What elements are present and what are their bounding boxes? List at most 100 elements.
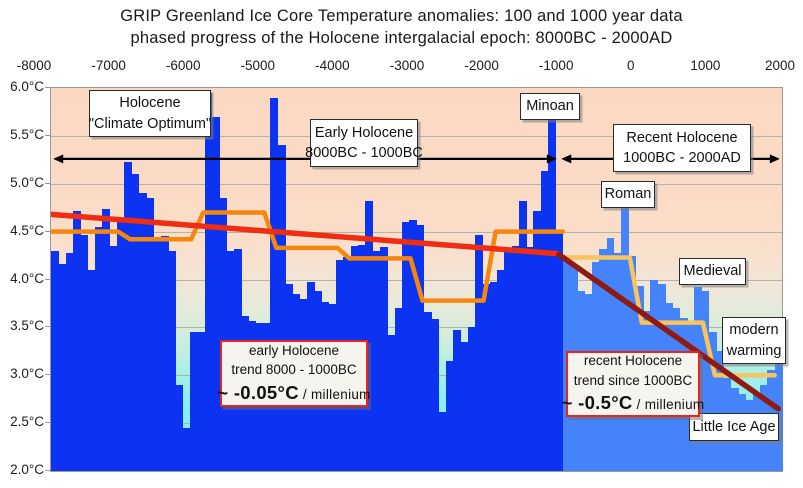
bar-100yr	[708, 332, 717, 471]
bar-100yr	[379, 246, 388, 471]
bar-100yr	[526, 246, 535, 471]
plot-area: Holocene "Climate Optimum" Early Holocene 8…	[50, 87, 786, 472]
span-recent-arrowhead-left	[561, 154, 572, 164]
bar-100yr	[277, 145, 286, 471]
label-early-holocene-text: 8000BC - 1000BC	[305, 145, 423, 161]
y-axis-label: 4.5°C	[10, 222, 44, 238]
label-modern-warming-text: warming	[726, 342, 782, 359]
bar-100yr	[518, 201, 527, 471]
x-axis-label: -1000	[538, 58, 574, 73]
chart-title-line1: GRIP Greenland Ice Core Temperature anom…	[120, 7, 683, 25]
y-axis-label: 4.0°C	[10, 270, 44, 286]
label-recent-holocene: Recent Holocene 1000BC - 2000AD	[613, 124, 751, 172]
bar-100yr	[482, 284, 491, 471]
y-axis-label: 3.5°C	[10, 318, 44, 334]
label-medieval: Medieval	[679, 258, 746, 285]
label-modern-warming-text: modern	[729, 322, 779, 339]
bar-100yr	[701, 291, 710, 471]
bar-100yr	[153, 238, 162, 471]
label-medieval-text: Medieval	[683, 263, 742, 280]
trend-recent-line	[556, 251, 782, 412]
span-recent-arrowhead-right	[769, 154, 780, 164]
bar-100yr	[211, 116, 220, 471]
label-early-holocene-text: Early Holocene	[314, 124, 414, 141]
x-axis-label: -5000	[240, 58, 276, 73]
label-early-trend-box-text: trend 8000 - 1000BC	[231, 362, 357, 378]
bar-100yr	[533, 210, 542, 471]
label-climate-optimum-text: "Climate Optimum"	[88, 115, 212, 132]
label-recent-trend-box-value: ~ -0.5°C / millenium	[561, 392, 705, 414]
label-recent-trend-box-text: recent Holocene	[583, 353, 683, 369]
y-axis-label: 5.0°C	[10, 174, 44, 190]
x-axis-label: 2000	[764, 58, 796, 73]
bar-100yr	[453, 330, 461, 471]
chart-title-line2: phased progress of the Holocene intergal…	[130, 28, 673, 47]
label-recent-holocene-text: 1000BC - 2000AD	[623, 150, 741, 166]
lines-overlay	[51, 154, 782, 412]
bar-100yr	[496, 269, 505, 471]
y-axis-tick	[45, 470, 50, 471]
x-axis-label: -2000	[464, 58, 499, 73]
bar-100yr	[716, 351, 725, 471]
label-modern-warming: modern warming	[722, 317, 786, 364]
bar-100yr	[445, 360, 454, 471]
bar-100yr	[460, 341, 469, 471]
bar-100yr	[431, 318, 440, 471]
bar-100yr	[555, 231, 564, 471]
bar-100yr	[167, 250, 176, 471]
bar-100yr	[102, 208, 111, 471]
x-axis-label: 0	[627, 58, 635, 73]
bar-100yr	[387, 335, 396, 471]
bar-100yr	[409, 220, 418, 471]
y-axis-tick	[45, 230, 50, 232]
bar-100yr	[394, 308, 403, 471]
label-early-trend-box-value: ~ -0.05°C / millenium	[217, 381, 371, 403]
bar-100yr	[401, 222, 410, 471]
y-axis-label: 2.0°C	[10, 462, 44, 477]
bar-100yr	[94, 226, 103, 471]
bar-100yr	[467, 327, 476, 471]
bar-100yr	[72, 210, 81, 471]
y-axis-tick	[45, 134, 50, 136]
bar-100yr	[160, 236, 169, 471]
label-little-ice-age-text: Little Ice Age	[692, 418, 776, 435]
step-line-avg-recent	[560, 255, 777, 378]
x-axis-label: -6000	[165, 58, 201, 73]
bar-100yr	[548, 119, 556, 471]
bar-100yr	[197, 332, 206, 471]
y-axis-tick	[45, 278, 50, 280]
bar-100yr	[65, 252, 74, 471]
x-axis-label: -3000	[389, 58, 425, 73]
chart-title: GRIP Greenland Ice Core Temperature anom…	[0, 6, 803, 50]
label-climate-optimum: Holocene "Climate Optimum"	[89, 90, 211, 137]
label-little-ice-age: Little Ice Age	[689, 413, 779, 441]
label-recent-holocene-text: Recent Holocene	[626, 129, 738, 146]
label-recent-trend-box: recent Holocene trend since 1000BC ~ -0.5°…	[562, 351, 704, 417]
label-early-trend-box-text: early Holocene	[248, 342, 340, 358]
trend-early-line	[51, 211, 560, 257]
bar-100yr	[504, 247, 513, 471]
y-axis-tick	[45, 374, 50, 376]
y-axis-label: 2.5°C	[10, 414, 44, 430]
y-axis-label: 5.5°C	[10, 126, 44, 142]
bar-100yr	[540, 171, 549, 471]
bar-100yr	[58, 264, 67, 471]
y-axis-label: 3.0°C	[10, 366, 44, 382]
x-axis-label: 1000	[690, 58, 721, 73]
bar-100yr	[489, 282, 498, 471]
bar-100yr	[219, 198, 228, 471]
label-roman-text: Roman	[604, 186, 652, 203]
bar-100yr	[204, 92, 213, 471]
bar-100yr	[138, 193, 147, 471]
label-climate-optimum-text: Holocene	[119, 95, 181, 112]
x-axis-label: -7000	[91, 58, 126, 73]
y-axis-tick	[45, 326, 50, 328]
bar-100yr	[80, 235, 89, 471]
bar-100yr	[175, 384, 184, 471]
label-early-holocene: Early Holocene 8000BC - 1000BC	[305, 119, 423, 167]
step-line-avg-early	[51, 210, 565, 303]
bar-100yr	[423, 312, 432, 471]
x-axis-label: -4000	[315, 58, 350, 73]
y-axis-label: 6.0°C	[10, 79, 44, 94]
